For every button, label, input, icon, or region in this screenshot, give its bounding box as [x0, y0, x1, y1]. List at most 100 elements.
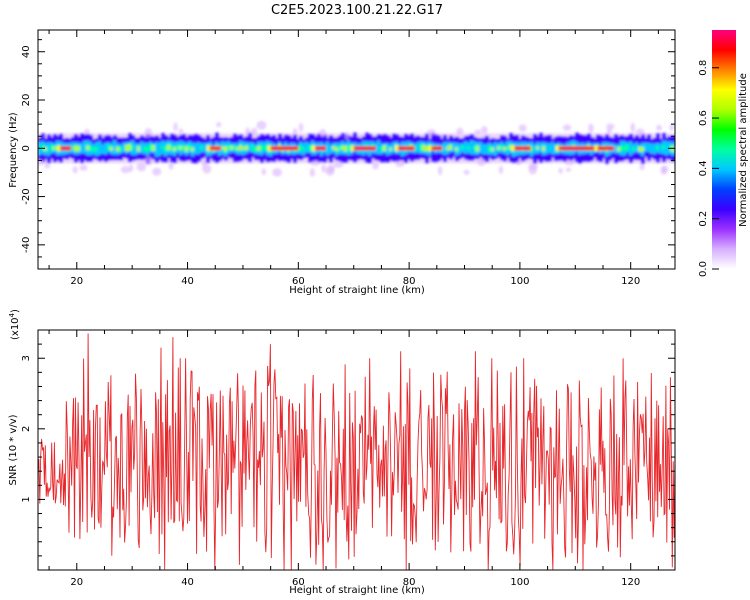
band-cell	[131, 145, 135, 150]
band-cell	[254, 147, 258, 152]
band-cell	[89, 145, 93, 151]
band-cell	[488, 145, 492, 152]
band-cell	[335, 147, 339, 152]
band-cell	[425, 146, 429, 152]
band-noise	[168, 162, 174, 170]
band-noise	[319, 129, 327, 138]
band-cell	[380, 146, 384, 151]
band-noise	[272, 168, 283, 177]
band-noise	[136, 162, 146, 172]
band-cell	[392, 144, 396, 151]
band-noise	[656, 124, 663, 131]
band-noise	[562, 124, 572, 131]
x-tick-label: 40	[181, 276, 194, 287]
band-cell	[374, 146, 378, 151]
band-cell	[260, 145, 264, 152]
band-cell	[302, 147, 306, 151]
band-cell	[377, 145, 381, 149]
band-cell	[329, 146, 333, 153]
snr-y-label: SNR (10 * v/v)	[8, 414, 19, 485]
band-cell	[494, 146, 498, 152]
snr-multiplier-close: )	[10, 309, 21, 313]
band-cell	[86, 145, 90, 151]
band-cell	[140, 145, 144, 150]
band-cell	[476, 145, 480, 152]
band-cell	[176, 144, 180, 150]
band-noise	[565, 167, 571, 172]
band-cell	[635, 145, 639, 150]
band-cell	[485, 146, 489, 152]
x-tick-label: 40	[181, 577, 194, 588]
band-cell	[110, 146, 114, 151]
spectrogram-marks	[38, 120, 675, 177]
band-cell	[641, 146, 645, 152]
band-cell	[548, 146, 552, 150]
band-peak	[206, 145, 210, 152]
band-cell	[509, 144, 513, 150]
band-cell	[545, 146, 549, 151]
band-cell	[341, 145, 345, 150]
band-cell	[128, 144, 132, 151]
band-cell	[419, 144, 423, 151]
band-noise	[528, 163, 539, 170]
band-cell	[149, 144, 153, 151]
band-peak	[350, 145, 354, 152]
colorbar-tick-label: 0.4	[698, 160, 709, 176]
band-peak	[594, 145, 598, 152]
band-cell	[41, 144, 45, 151]
band-peak	[57, 145, 61, 152]
band-cell	[443, 145, 447, 152]
band-noise	[144, 156, 153, 166]
band-cell	[248, 144, 252, 150]
y-tick-label: -40	[21, 237, 32, 253]
band-cell	[158, 146, 162, 152]
band-peak	[60, 146, 72, 151]
band-cell	[113, 144, 117, 151]
spectrogram-frame	[37, 29, 676, 270]
band-cell	[620, 145, 624, 151]
band-noise	[292, 128, 298, 135]
band-noise	[606, 128, 612, 134]
snr-multiplier-exp: 4	[8, 312, 16, 317]
band-noise	[261, 168, 266, 176]
band-cell	[50, 144, 54, 152]
band-peak	[353, 146, 376, 151]
band-cell	[470, 145, 474, 150]
band-cell	[299, 145, 303, 151]
band-cell	[671, 145, 675, 152]
colorbar-tick-label: 0.0	[698, 261, 709, 277]
band-peak	[270, 146, 299, 151]
band-noise	[216, 122, 222, 128]
band-cell	[632, 146, 636, 151]
band-cell	[662, 145, 666, 150]
band-cell	[383, 144, 387, 152]
band-cell	[347, 144, 351, 151]
band-cell	[536, 146, 540, 150]
band-noise	[144, 127, 153, 138]
band-cell	[98, 144, 102, 151]
band-cell	[155, 146, 159, 153]
band-cell	[200, 146, 204, 150]
band-noise	[437, 166, 443, 176]
band-cell	[491, 147, 495, 152]
spectrogram-x-ticks: 20 40 60 80 100 120	[48, 30, 659, 287]
band-noise	[202, 164, 212, 174]
band-cell	[239, 144, 243, 151]
band-noise	[310, 160, 321, 166]
band-cell	[506, 146, 510, 151]
x-tick-label: 80	[403, 276, 416, 287]
x-tick-label: 120	[621, 276, 640, 287]
snr-series-line	[38, 333, 675, 570]
spectrogram-x-label: Height of straight line (km)	[289, 285, 425, 296]
band-peak	[431, 146, 443, 151]
band-cell	[197, 145, 201, 151]
x-tick-label: 120	[621, 577, 640, 588]
band-noise	[120, 165, 131, 174]
band-noise	[606, 123, 615, 130]
band-cell	[161, 145, 165, 149]
band-noise	[256, 120, 267, 130]
band-cell	[236, 147, 240, 151]
band-cell	[134, 146, 138, 152]
band-noise	[395, 160, 405, 167]
colorbar-tick-label: 0.6	[698, 110, 709, 126]
